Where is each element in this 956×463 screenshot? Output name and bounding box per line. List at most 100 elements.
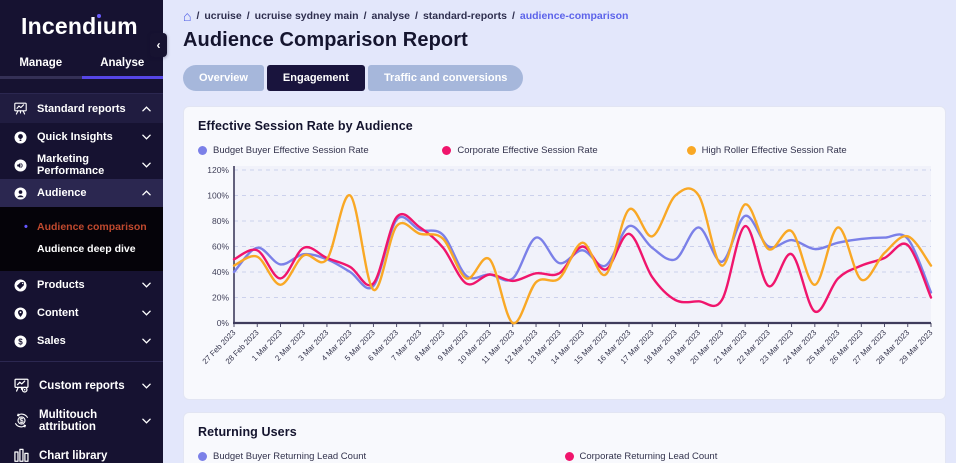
svg-text:20%: 20% xyxy=(212,293,229,303)
chevron-down-icon xyxy=(142,338,151,344)
sidebar-submenu: • Audience comparison •Audience deep dive xyxy=(0,207,163,271)
home-icon[interactable]: ⌂ xyxy=(183,8,192,24)
breadcrumb-item[interactable]: standard-reports xyxy=(422,10,507,22)
breadcrumb-item[interactable]: analyse xyxy=(371,10,411,22)
dollar-circle-icon: $ xyxy=(13,334,28,349)
svg-text:100%: 100% xyxy=(207,191,229,201)
legend-label: Budget Buyer Returning Lead Count xyxy=(213,451,367,462)
sidebar-item-label: Chart library xyxy=(39,449,108,462)
legend-dot-icon xyxy=(198,452,207,461)
session-rate-line-chart: 0% 20% 40% 60% 80% 100% 120% 27 Feb 2023 28 Feb … xyxy=(198,160,935,393)
chevron-down-icon xyxy=(142,134,151,140)
svg-text:120%: 120% xyxy=(207,165,229,175)
sidebar-item-audience[interactable]: Audience xyxy=(0,179,163,207)
sidebar-item-custom-reports[interactable]: Custom reports xyxy=(0,368,163,403)
sidebar-collapse-button[interactable]: ‹ xyxy=(150,33,167,57)
breadcrumb-item[interactable]: audience-comparison xyxy=(519,10,629,22)
sidebar: Incendıum Manage Analyse Standard reports… xyxy=(0,0,163,463)
tab-traffic-and-conversions[interactable]: Traffic and conversions xyxy=(367,65,524,91)
returning-users-legend: Budget Buyer Returning Lead Count Corpora… xyxy=(198,451,931,462)
sidebar-item-label: Content xyxy=(37,307,79,319)
chart-title: Effective Session Rate by Audience xyxy=(198,119,413,133)
page-title: Audience Comparison Report xyxy=(183,29,468,51)
series-line xyxy=(232,214,933,294)
legend-dot-icon xyxy=(686,146,696,155)
sidebar-divider xyxy=(0,361,163,362)
sidebar-item-quick-insights[interactable]: Quick Insights xyxy=(0,123,163,151)
svg-text:$: $ xyxy=(19,416,23,425)
series-line xyxy=(232,187,933,325)
breadcrumb-separator: / xyxy=(511,10,515,22)
sidebar-item-standard-reports[interactable]: Standard reports xyxy=(0,93,163,123)
svg-text:0%: 0% xyxy=(217,318,230,328)
sidebar-item-multitouch-attribution[interactable]: $ Multitouch attribution xyxy=(0,403,163,438)
chart-legend: Budget Buyer Effective Session Rate Corpo… xyxy=(198,145,931,156)
legend-dot-icon xyxy=(442,146,452,155)
sidebar-item-label: Marketing Performance xyxy=(37,153,105,177)
sidebar-mode-tabs: Manage Analyse xyxy=(0,57,163,79)
chevron-down-icon xyxy=(142,383,151,389)
series-line xyxy=(232,212,933,313)
legend-item[interactable]: Corporate Returning Lead Count xyxy=(564,451,932,462)
returning-users-card: Returning Users Budget Buyer Returning L… xyxy=(183,412,946,463)
chevron-left-icon: ‹ xyxy=(156,38,161,52)
breadcrumb-separator: / xyxy=(196,10,200,22)
sidebar-item-label: Audience xyxy=(37,187,87,199)
megaphone-circle-icon xyxy=(13,158,28,173)
main-content: ⌂ / ucruise / ucruise sydney main / analyse / st… xyxy=(163,0,956,463)
effective-session-rate-card: Effective Session Rate by Audience Budge… xyxy=(183,106,946,400)
sidebar-item-products[interactable]: Products xyxy=(0,271,163,299)
bar-chart-icon xyxy=(13,447,30,463)
chevron-down-icon xyxy=(142,282,151,288)
sidebar-menu: Standard reports Quick Insights Marketing … xyxy=(0,93,163,463)
sidebar-subitem-audience-comparison[interactable]: • Audience comparison xyxy=(0,216,163,238)
chevron-down-icon xyxy=(142,310,151,316)
legend-item[interactable]: High Roller Effective Session Rate xyxy=(686,145,931,156)
breadcrumb-separator: / xyxy=(415,10,418,22)
sidebar-item-marketing-performance[interactable]: Marketing Performance xyxy=(0,151,163,179)
person-circle-icon xyxy=(13,186,28,201)
legend-item[interactable]: Budget Buyer Effective Session Rate xyxy=(198,145,442,156)
legend-label: High Roller Effective Session Rate xyxy=(701,145,847,156)
reports-board-icon xyxy=(13,101,28,116)
legend-label: Budget Buyer Effective Session Rate xyxy=(213,145,369,156)
sidebar-tab-manage[interactable]: Manage xyxy=(0,57,82,79)
bulb-circle-icon xyxy=(13,130,28,145)
chevron-up-icon xyxy=(142,105,151,112)
sidebar-subitem-label: Audience deep dive xyxy=(37,243,136,255)
sidebar-item-content[interactable]: Content xyxy=(0,299,163,327)
svg-text:60%: 60% xyxy=(212,242,229,252)
legend-label: Corporate Effective Session Rate xyxy=(457,145,598,156)
chevron-down-icon xyxy=(142,162,151,168)
breadcrumb: ⌂ / ucruise / ucruise sydney main / analyse / st… xyxy=(183,8,946,24)
breadcrumb-separator: / xyxy=(363,10,367,22)
sidebar-item-label: Quick Insights xyxy=(37,131,113,143)
breadcrumb-item[interactable]: ucruise xyxy=(204,10,242,22)
chevron-down-icon xyxy=(142,418,151,424)
report-view-tabs: Overview Engagement Traffic and conversion… xyxy=(183,65,946,91)
tab-overview[interactable]: Overview xyxy=(183,65,264,91)
pin-circle-icon xyxy=(13,306,28,321)
legend-dot-icon xyxy=(198,146,207,155)
legend-item[interactable]: Corporate Effective Session Rate xyxy=(442,145,686,156)
sidebar-subitem-label: Audience comparison xyxy=(37,221,147,233)
svg-text:40%: 40% xyxy=(212,267,229,277)
returning-users-title: Returning Users xyxy=(198,425,297,439)
breadcrumb-item[interactable]: ucruise sydney main xyxy=(254,10,359,22)
sidebar-tab-analyse[interactable]: Analyse xyxy=(81,57,163,79)
sidebar-item-chart-library[interactable]: Chart library xyxy=(0,438,163,463)
sidebar-item-label: Custom reports xyxy=(39,379,125,392)
svg-text:$: $ xyxy=(18,337,23,346)
tag-circle-icon xyxy=(13,278,28,293)
sidebar-item-label: Products xyxy=(37,279,85,291)
sidebar-subitem-audience-deep-dive[interactable]: •Audience deep dive xyxy=(0,238,163,260)
breadcrumb-separator: / xyxy=(246,10,250,22)
legend-item[interactable]: Budget Buyer Returning Lead Count xyxy=(198,451,565,462)
sidebar-item-label: Multitouch attribution xyxy=(39,408,98,433)
sidebar-item-sales[interactable]: $ Sales xyxy=(0,327,163,355)
sidebar-item-label: Standard reports xyxy=(37,102,126,115)
chevron-up-icon xyxy=(142,190,151,196)
tab-engagement[interactable]: Engagement xyxy=(266,65,365,91)
